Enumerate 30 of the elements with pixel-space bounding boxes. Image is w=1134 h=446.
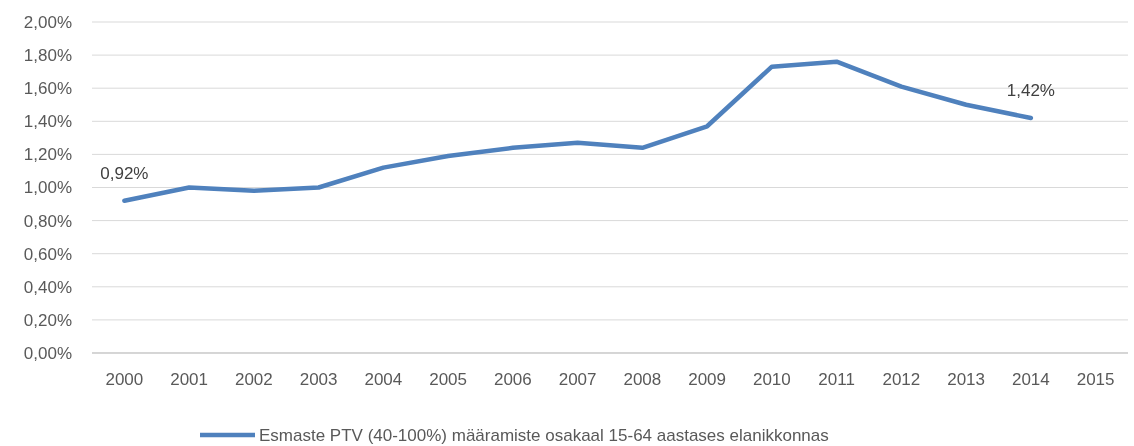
x-tick-label: 2000	[105, 370, 144, 389]
x-tick-label: 2007	[558, 370, 597, 389]
x-tick-label: 2009	[688, 370, 727, 389]
x-tick-label: 2012	[882, 370, 921, 389]
x-tick-label: 2013	[947, 370, 986, 389]
y-tick-label: 0,80%	[23, 211, 72, 231]
x-tick-label: 2005	[429, 370, 468, 389]
x-tick-label: 2002	[234, 370, 273, 389]
y-tick-label: 1,00%	[23, 178, 72, 198]
y-tick-label: 2,00%	[23, 12, 72, 32]
x-tick-label: 2014	[1011, 370, 1050, 389]
x-tick-label: 2015	[1076, 370, 1115, 389]
x-tick-label: 2011	[818, 370, 855, 389]
x-tick-label: 2010	[752, 370, 791, 389]
legend-label: Esmaste PTV (40-100%) määramiste osakaal 15-64 aastases elanikkonnas	[259, 425, 829, 445]
x-tick-label: 2001	[170, 370, 209, 389]
x-tick-label: 2006	[493, 370, 532, 389]
y-tick-label: 0,00%	[23, 343, 72, 363]
y-tick-label: 1,20%	[23, 145, 72, 165]
y-tick-label: 1,60%	[23, 79, 72, 99]
x-tick-label: 2008	[623, 370, 662, 389]
y-tick-label: 0,60%	[23, 244, 72, 264]
x-tick-label: 2003	[299, 370, 338, 389]
y-tick-label: 1,40%	[23, 112, 72, 132]
data-label: 1,42%	[1006, 80, 1055, 100]
y-tick-label: 1,80%	[23, 46, 72, 66]
y-tick-label: 0,20%	[23, 310, 72, 330]
x-tick-label: 2004	[364, 370, 403, 389]
y-tick-label: 0,40%	[23, 277, 72, 297]
data-label: 0,92%	[100, 163, 149, 183]
